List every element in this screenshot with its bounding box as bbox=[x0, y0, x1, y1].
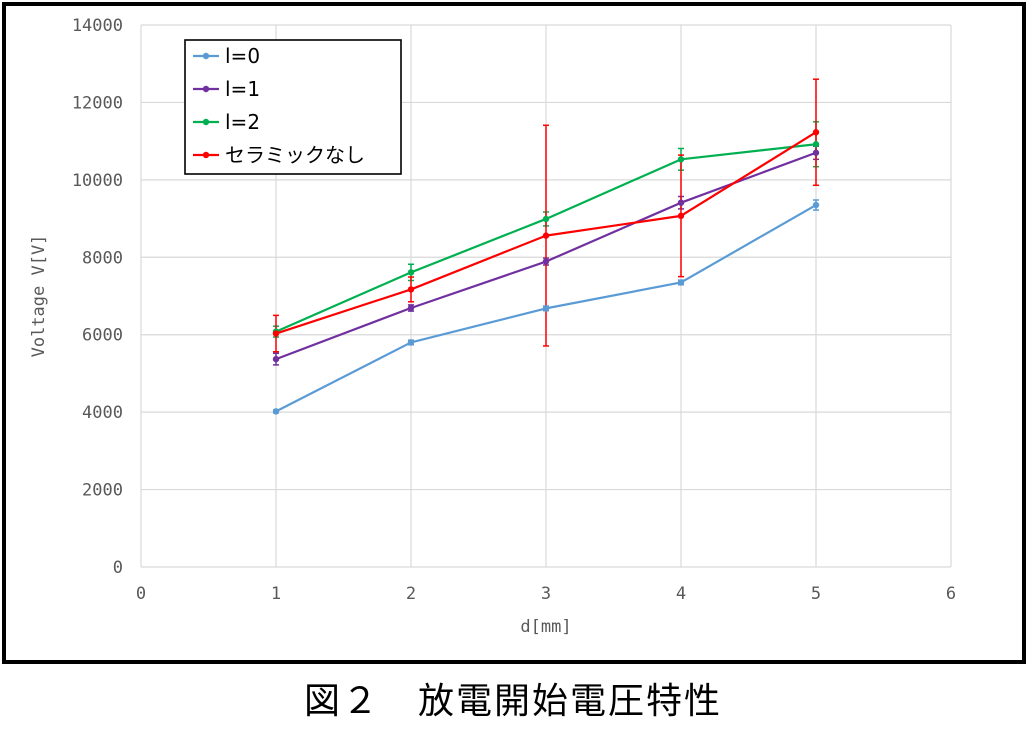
legend-item: l=2 bbox=[193, 110, 260, 134]
data-point bbox=[542, 215, 550, 223]
x-tick-label: 2 bbox=[406, 584, 416, 604]
data-point bbox=[272, 408, 280, 415]
data-point bbox=[677, 156, 685, 163]
y-tick-label: 0 bbox=[113, 558, 123, 578]
data-point bbox=[407, 286, 415, 293]
data-point bbox=[407, 339, 415, 346]
data-point bbox=[542, 305, 550, 312]
data-point bbox=[542, 258, 550, 265]
data-point bbox=[812, 129, 820, 136]
data-point bbox=[812, 201, 820, 209]
series-lines bbox=[272, 129, 820, 415]
data-point bbox=[677, 279, 685, 286]
series bbox=[272, 149, 820, 363]
data-point bbox=[542, 232, 550, 239]
y-tick-label: 14000 bbox=[72, 16, 123, 36]
y-tick-label: 4000 bbox=[82, 403, 123, 423]
data-point bbox=[272, 355, 280, 363]
series bbox=[272, 201, 820, 415]
x-tick-label: 1 bbox=[271, 584, 281, 604]
x-tick-label: 5 bbox=[811, 584, 821, 604]
y-tick-label: 8000 bbox=[82, 248, 123, 268]
legend-label: セラミックなし bbox=[225, 143, 365, 167]
data-point bbox=[812, 149, 820, 156]
legend-label: l=2 bbox=[225, 110, 260, 134]
y-tick-label: 2000 bbox=[82, 481, 123, 501]
figure-caption: 図２ 放電開始電圧特性 bbox=[303, 681, 722, 722]
legend-label: l=1 bbox=[225, 77, 260, 101]
x-axis-title: d[mm] bbox=[520, 617, 571, 637]
legend-label: l=0 bbox=[225, 44, 260, 68]
x-tick-label: 3 bbox=[541, 584, 551, 604]
legend-item: l=0 bbox=[193, 44, 260, 68]
data-point bbox=[677, 199, 685, 206]
tick-labels: 0 2000 4000 6000 8000 10000 12000 14000 0 1 2 3 4 5 6 bbox=[72, 16, 956, 604]
legend-item: セラミックなし bbox=[193, 143, 365, 167]
y-tick-label: 12000 bbox=[72, 93, 123, 113]
data-point bbox=[272, 330, 280, 337]
y-tick-label: 6000 bbox=[82, 326, 123, 346]
legend-box bbox=[184, 39, 402, 175]
data-point bbox=[812, 141, 820, 148]
legend-item: l=1 bbox=[193, 77, 260, 101]
y-tick-label: 10000 bbox=[72, 171, 123, 191]
y-axis-title: Voltage V[V] bbox=[29, 235, 49, 358]
chart-frame bbox=[2, 2, 1026, 664]
x-tick-label: 4 bbox=[676, 584, 686, 604]
x-tick-label: 6 bbox=[946, 584, 956, 604]
series bbox=[272, 129, 820, 337]
data-point bbox=[677, 212, 685, 220]
data-point bbox=[407, 304, 415, 312]
legend: l=0 l=1 l=2 セラミックなし bbox=[184, 39, 402, 175]
x-tick-label: 0 bbox=[136, 584, 146, 604]
data-point bbox=[407, 269, 415, 276]
